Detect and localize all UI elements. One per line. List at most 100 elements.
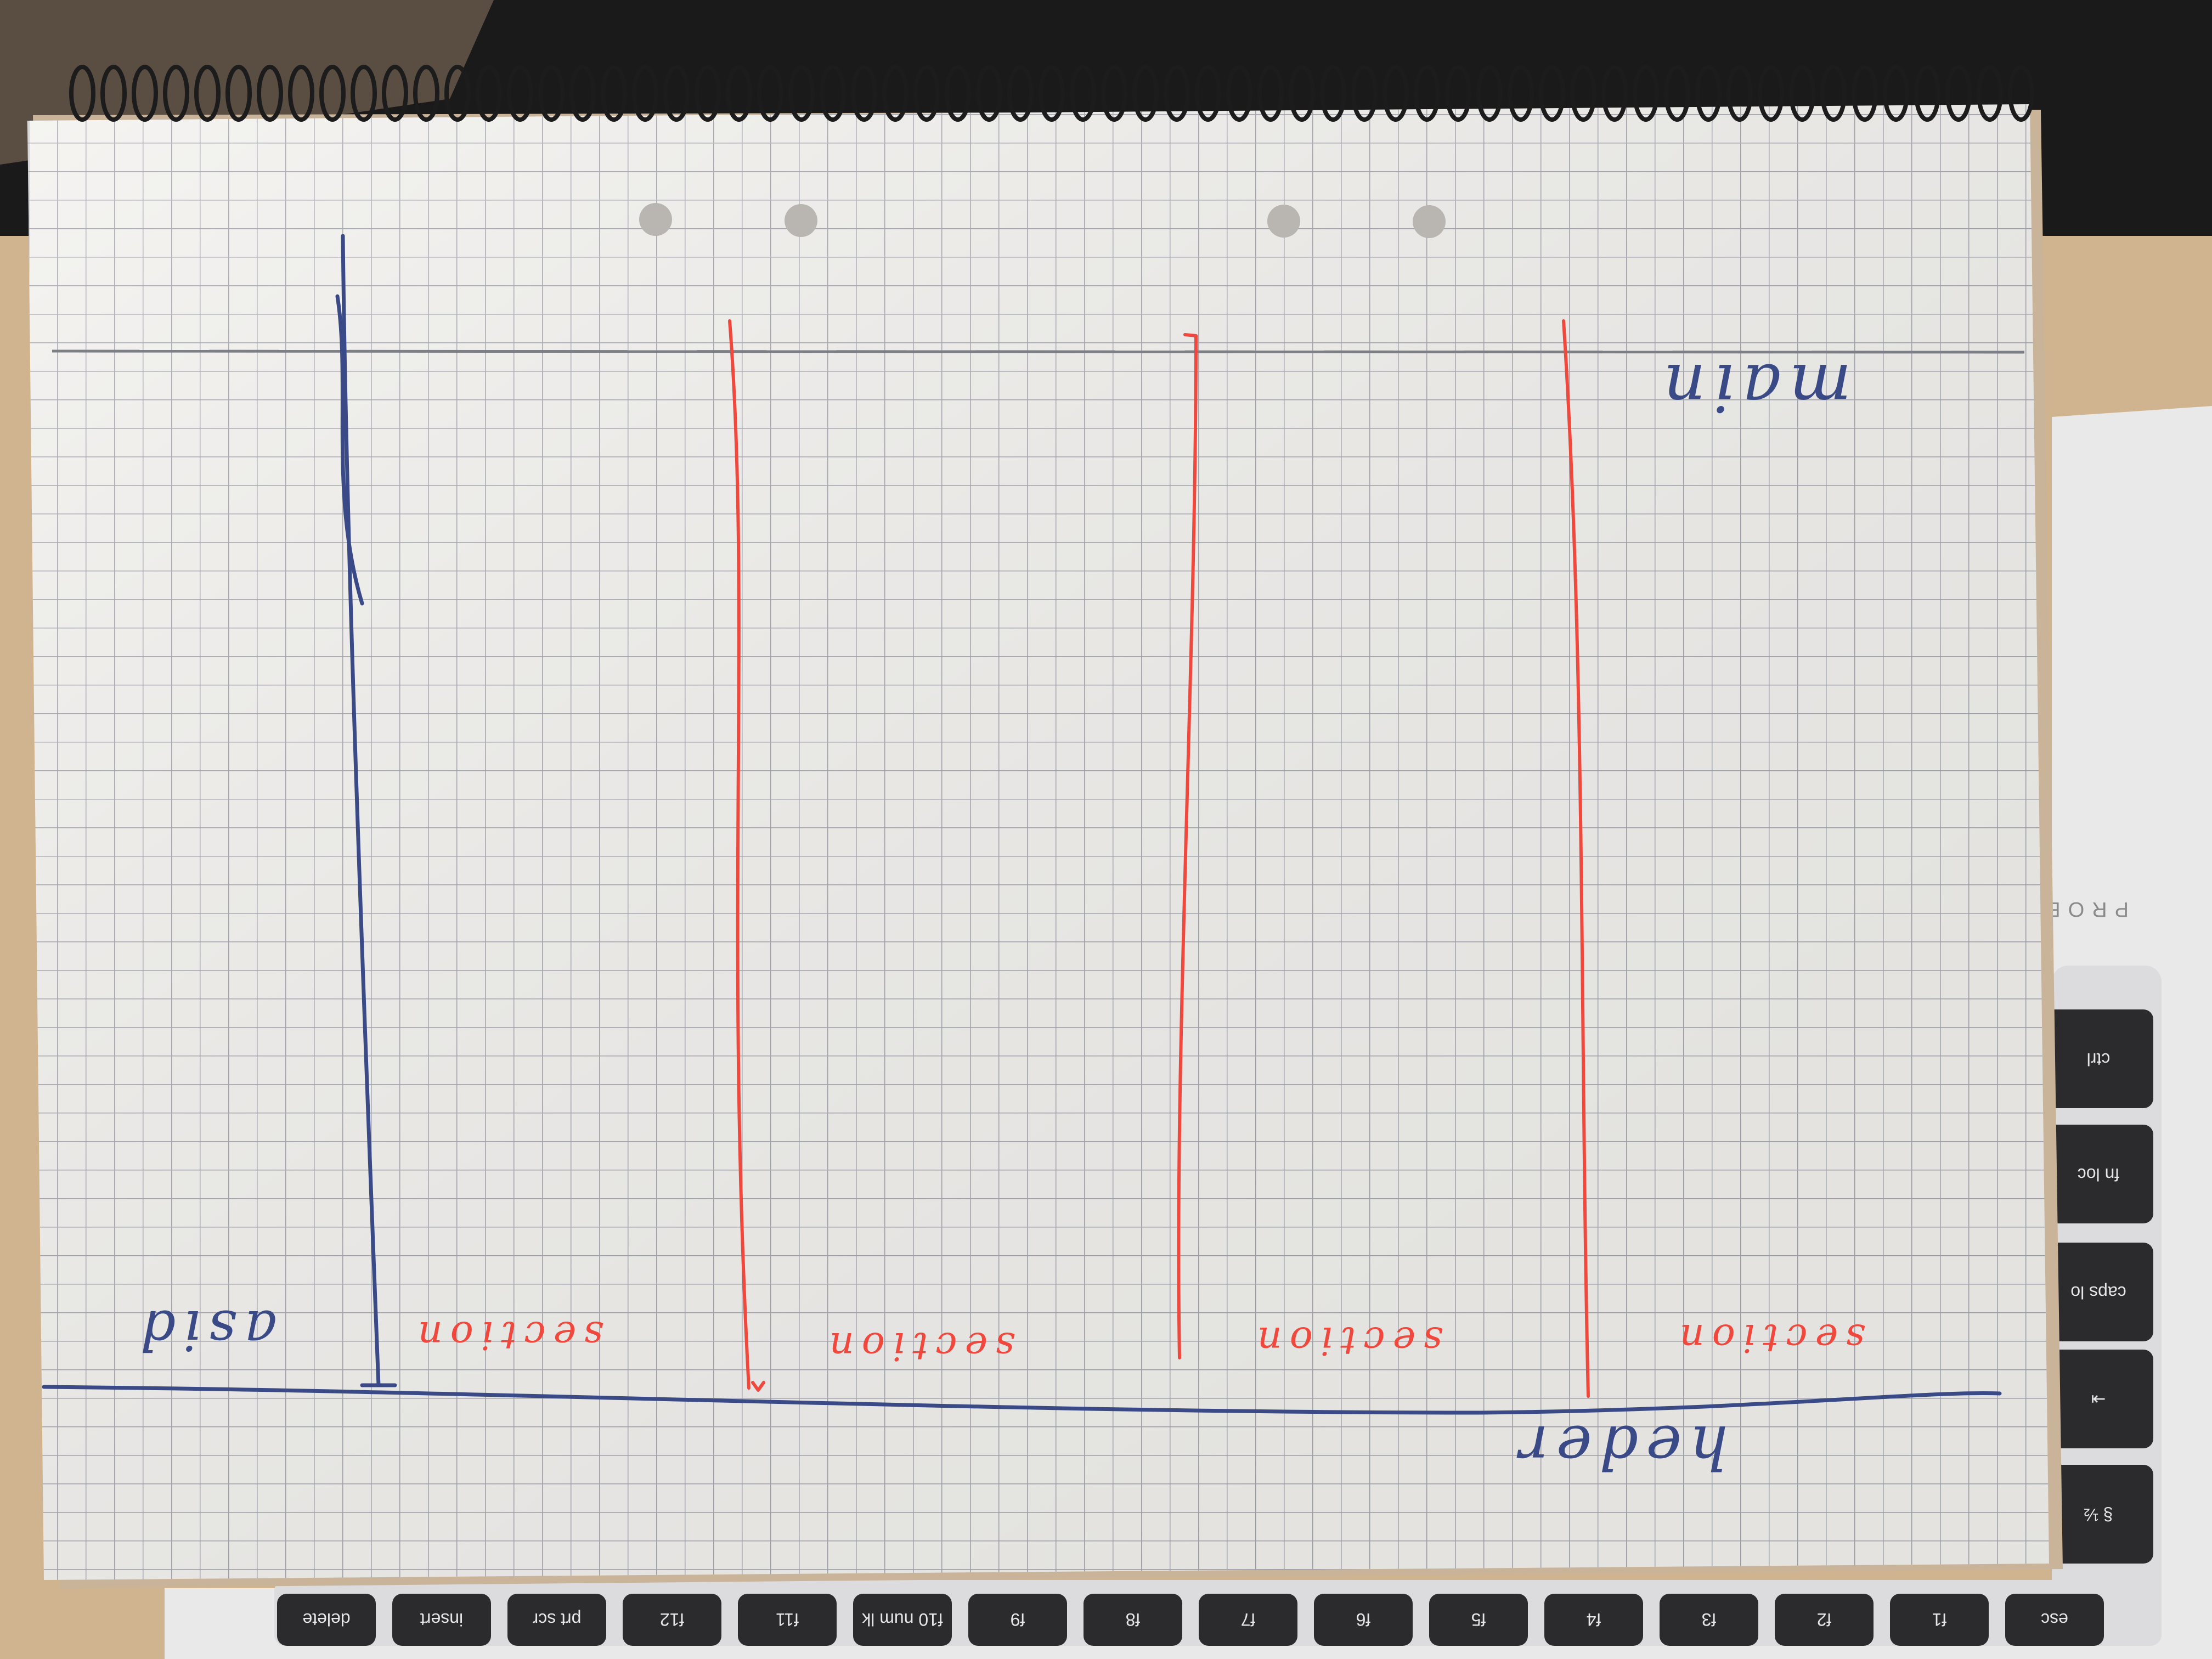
keyboard-key: f4 xyxy=(1544,1594,1643,1646)
punch-hole xyxy=(1413,205,1446,238)
spiral-coil xyxy=(632,65,658,122)
keyboard-key-label: f6 xyxy=(1356,1610,1371,1629)
spiral-binding xyxy=(69,65,2034,122)
keyboard-key: f5 xyxy=(1429,1594,1528,1646)
section-divider-line-1 xyxy=(728,319,765,1392)
spiral-coil xyxy=(976,65,1002,122)
keyboard-key: f8 xyxy=(1084,1594,1182,1646)
spiral-coil xyxy=(1039,65,1065,122)
keyboard-key: f1 xyxy=(1890,1594,1989,1646)
laptop: PROB ctrl fn loc caps lo ⇥ § ½ esc f1 f2 f3 f4 f5… xyxy=(165,406,2212,1659)
spiral-coil xyxy=(1101,65,1127,122)
punch-hole xyxy=(639,203,672,236)
keyboard-key-label: caps lo xyxy=(2070,1283,2126,1302)
keyboard-key: fn loc xyxy=(2044,1125,2153,1223)
keyboard-key: insert xyxy=(392,1594,491,1646)
keyboard-key-label: f5 xyxy=(1471,1610,1486,1629)
spiral-coil xyxy=(1570,65,1596,122)
spiral-coil xyxy=(1007,65,1034,122)
aside-divider-line xyxy=(335,234,397,1387)
spiral-coil xyxy=(1914,65,1940,122)
spiral-coil xyxy=(851,65,877,122)
spiral-coil xyxy=(1977,65,2003,122)
spiral-coil xyxy=(1289,65,1315,122)
spiral-coil xyxy=(1351,65,1378,122)
spiral-coil xyxy=(1070,65,1096,122)
spiral-coil xyxy=(1883,65,1909,122)
spiral-coil xyxy=(444,65,471,122)
page-margin-line xyxy=(52,349,2025,354)
paper-shade xyxy=(27,104,2049,1580)
keyboard-key-label: insert xyxy=(420,1610,463,1629)
spiral-coil xyxy=(913,65,940,122)
spiral-coil xyxy=(882,65,909,122)
header-divider-line xyxy=(42,1385,2002,1415)
keyboard-key: delete xyxy=(277,1594,376,1646)
keyboard-key: § ½ xyxy=(2044,1465,2153,1564)
keyboard-key: ⇥ xyxy=(2044,1350,2153,1448)
spiral-coil xyxy=(1320,65,1346,122)
spiral-coil xyxy=(100,65,127,122)
spiral-coil xyxy=(1476,65,1503,122)
function-key-row: esc f1 f2 f3 f4 f5 f6 f7 f8 f9 f10 num lk f11 f12 prt… xyxy=(277,1594,2104,1646)
keyboard-key: f12 xyxy=(623,1594,721,1646)
spiral-coil xyxy=(1508,65,1534,122)
spiral-coil xyxy=(569,65,596,122)
label-main: main xyxy=(1656,349,1852,425)
spiral-coil xyxy=(1383,65,1409,122)
spiral-coil xyxy=(663,65,690,122)
spiral-coil xyxy=(319,65,346,122)
spiral-coil xyxy=(788,65,815,122)
keyboard-key: f7 xyxy=(1199,1594,1297,1646)
spiral-coil xyxy=(538,65,565,122)
spiral-coil xyxy=(1852,65,1878,122)
keyboard-key-label: ctrl xyxy=(2087,1049,2111,1069)
spiral-coil xyxy=(194,65,221,122)
spiral-coil xyxy=(1601,65,1628,122)
spiral-coil xyxy=(1789,65,1815,122)
keyboard-key: prt scr xyxy=(507,1594,606,1646)
label-section-4: section xyxy=(1672,1316,1865,1361)
keyboard-key: f10 num lk xyxy=(853,1594,952,1646)
spiral-coil xyxy=(1164,65,1190,122)
spiral-coil xyxy=(1695,65,1722,122)
spiral-coil xyxy=(132,65,158,122)
spiral-coil xyxy=(1664,65,1690,122)
notebook-page: main heder asid section section section … xyxy=(27,65,2049,1580)
keyboard-key: f3 xyxy=(1660,1594,1758,1646)
keyboard-key-label: § ½ xyxy=(2084,1505,2113,1525)
spiral-coil xyxy=(757,65,783,122)
keyboard-key-label: f12 xyxy=(660,1610,684,1629)
keyboard-key: esc xyxy=(2005,1594,2104,1646)
side-key-column: ctrl fn loc caps lo ⇥ § ½ xyxy=(2044,1009,2153,1564)
spiral-coil xyxy=(601,65,627,122)
spiral-coil xyxy=(69,65,95,122)
spiral-coil xyxy=(382,65,408,122)
section-divider-line-3 xyxy=(1562,319,1590,1398)
spiral-coil xyxy=(351,65,377,122)
keyboard-key: f2 xyxy=(1775,1594,1874,1646)
keyboard-key: f9 xyxy=(968,1594,1067,1646)
keyboard-key-label: fn loc xyxy=(2078,1165,2119,1184)
section-divider-line-2 xyxy=(1177,333,1198,1359)
keyboard-key-label: prt scr xyxy=(532,1610,581,1629)
spiral-coil xyxy=(507,65,533,122)
keyboard-key-label: f8 xyxy=(1126,1610,1141,1629)
keyboard-key-label: f10 num lk xyxy=(861,1610,943,1629)
spiral-coil xyxy=(1820,65,1847,122)
spiral-coil xyxy=(288,65,314,122)
punch-hole xyxy=(785,204,817,237)
label-section-3: section xyxy=(1250,1318,1443,1363)
spiral-coil xyxy=(1132,65,1159,122)
keyboard-key-label: delete xyxy=(302,1610,350,1629)
punch-hole xyxy=(1267,205,1300,238)
spiral-coil xyxy=(1195,65,1221,122)
spiral-coil xyxy=(1945,65,1972,122)
keyboard-key-label: f3 xyxy=(1702,1610,1717,1629)
spiral-coil xyxy=(1257,65,1284,122)
label-header: heder xyxy=(1512,1412,1728,1482)
spiral-coil xyxy=(257,65,283,122)
keyboard-key-label: f4 xyxy=(1587,1610,1601,1629)
keyboard-key-label: esc xyxy=(2041,1610,2068,1629)
